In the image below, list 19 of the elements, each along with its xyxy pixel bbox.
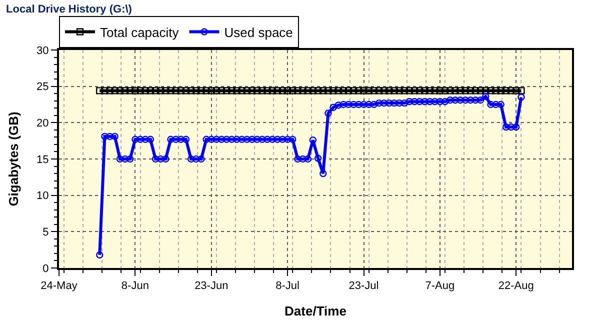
x-tick-label: 24-May <box>40 280 78 292</box>
y-axis-title: Gigabytes (GB) <box>6 112 21 206</box>
x-tick-label: 8-Jun <box>121 280 149 292</box>
x-tick-label: 7-Aug <box>425 280 455 292</box>
x-tick-label: 23-Jun <box>194 280 228 292</box>
y-tick-label: 0 <box>42 262 49 275</box>
x-tick-label: 22-Aug <box>498 280 534 292</box>
legend-label: Total capacity <box>100 24 180 40</box>
y-tick-label: 5 <box>42 226 49 239</box>
chart-title: Local Drive History (G:\) <box>6 4 132 16</box>
y-tick-label: 30 <box>36 44 49 57</box>
y-tick-label: 10 <box>36 190 49 202</box>
legend-label: Used space <box>224 24 293 40</box>
y-tick-label: 25 <box>36 81 49 94</box>
x-tick-label: 8-Jul <box>276 280 300 292</box>
x-axis-title: Date/Time <box>284 303 346 318</box>
y-tick-label: 15 <box>36 154 49 166</box>
y-tick-label: 20 <box>36 118 49 130</box>
x-tick-label: 23-Jul <box>348 280 379 292</box>
